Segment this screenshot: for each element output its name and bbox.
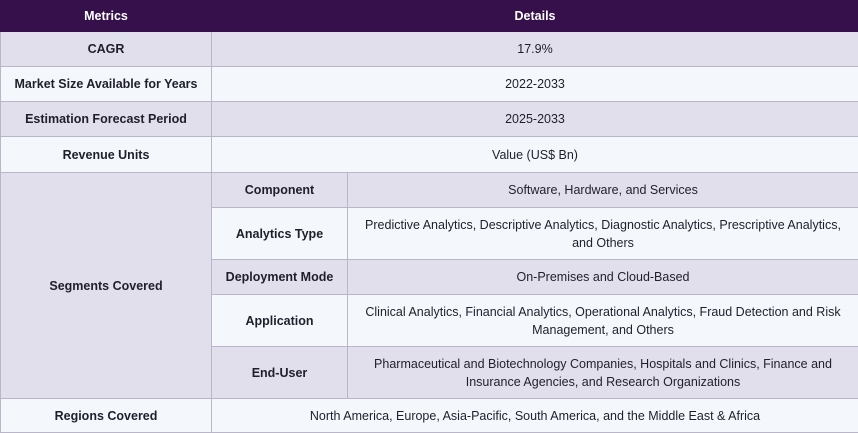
table-row: Revenue Units Value (US$ Bn) bbox=[0, 136, 858, 173]
metric-forecast-label: Estimation Forecast Period bbox=[0, 101, 212, 137]
metric-regions-label: Regions Covered bbox=[0, 398, 212, 433]
segment-application-value: Clinical Analytics, Financial Analytics,… bbox=[347, 294, 858, 347]
table-row: Regions Covered North America, Europe, A… bbox=[0, 398, 858, 433]
segment-component-value: Software, Hardware, and Services bbox=[347, 172, 858, 208]
metric-cagr-value: 17.9% bbox=[211, 31, 858, 67]
segment-end-user-label: End-User bbox=[211, 346, 348, 399]
metric-revenue-units-value: Value (US$ Bn) bbox=[211, 136, 858, 173]
segment-component-label: Component bbox=[211, 172, 348, 208]
table-row: CAGR 17.9% bbox=[0, 31, 858, 67]
metric-forecast-value: 2025-2033 bbox=[211, 101, 858, 137]
metric-regions-value: North America, Europe, Asia-Pacific, Sou… bbox=[211, 398, 858, 433]
metric-cagr-label: CAGR bbox=[0, 31, 212, 67]
metric-market-size-label: Market Size Available for Years bbox=[0, 66, 212, 102]
metric-revenue-units-label: Revenue Units bbox=[0, 136, 212, 173]
metric-segments-label: Segments Covered bbox=[0, 172, 212, 399]
table-header-row: Metrics Details bbox=[0, 0, 858, 32]
segment-deployment-mode-label: Deployment Mode bbox=[211, 259, 348, 295]
segment-deployment-mode-value: On-Premises and Cloud-Based bbox=[347, 259, 858, 295]
header-details: Details bbox=[211, 0, 858, 32]
table-row: Estimation Forecast Period 2025-2033 bbox=[0, 101, 858, 137]
segment-analytics-type-label: Analytics Type bbox=[211, 207, 348, 260]
table-row: Market Size Available for Years 2022-203… bbox=[0, 66, 858, 102]
header-metrics: Metrics bbox=[0, 0, 212, 32]
segment-end-user-value: Pharmaceutical and Biotechnology Compani… bbox=[347, 346, 858, 399]
table-row: Analytics Type Predictive Analytics, Des… bbox=[1, 207, 858, 260]
segment-application-label: Application bbox=[211, 294, 348, 347]
table-row: Deployment Mode On-Premises and Cloud-Ba… bbox=[1, 259, 858, 295]
metric-market-size-value: 2022-2033 bbox=[211, 66, 858, 102]
table-row: Segments Covered Component Software, Har… bbox=[0, 172, 858, 399]
segment-analytics-type-value: Predictive Analytics, Descriptive Analyt… bbox=[347, 207, 858, 260]
